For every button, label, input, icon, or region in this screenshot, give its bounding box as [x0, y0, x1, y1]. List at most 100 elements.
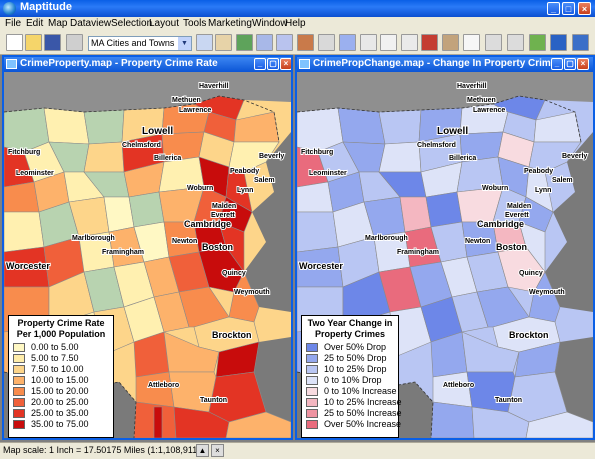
legend-swatch [13, 365, 25, 374]
legend-label: 25 to 50% Increase [324, 408, 402, 418]
change-in-crime-map-window[interactable]: CrimePropChange.map - Change In Property… [295, 55, 595, 440]
table-icon[interactable] [360, 34, 377, 51]
close-icon[interactable]: × [211, 444, 224, 457]
legend-label: 25.00 to 35.00 [31, 408, 89, 418]
close-icon[interactable]: × [578, 2, 591, 15]
layers-icon[interactable] [529, 34, 546, 51]
menu-selection[interactable]: Selection [111, 18, 153, 29]
legend-entry: 20.00 to 25.00 [9, 397, 113, 408]
dataview-icon[interactable] [196, 34, 213, 51]
dot-density-icon[interactable] [256, 34, 273, 51]
city-label-lynn: Lynn [237, 187, 253, 194]
menu-map[interactable]: Map [48, 18, 68, 29]
pin-icon[interactable] [485, 34, 502, 51]
legend-entry: Over 50% Drop [302, 342, 398, 353]
city-label-boston: Boston [202, 242, 233, 252]
city-label-leominster: Leominster [16, 170, 54, 177]
toolbar: MA Cities and Towns ▼ [0, 31, 595, 55]
map-icon [6, 59, 17, 69]
theme-icon[interactable] [236, 34, 253, 51]
city-label-methuen: Methuen [172, 97, 201, 104]
legend-label: 35.00 to 75.00 [31, 419, 89, 429]
legend-entry: 10 to 25% Drop [302, 364, 398, 375]
city-label-malden: Malden [507, 203, 531, 210]
menu-layout[interactable]: Layout [149, 18, 180, 29]
property-crime-map-window[interactable]: CrimeProperty.map - Property Crime Rate … [2, 55, 293, 440]
new-file-icon[interactable] [6, 34, 23, 51]
menu-dataview[interactable]: Dataview [70, 18, 112, 29]
ocean-area [555, 337, 593, 422]
legend-swatch [13, 420, 25, 429]
city-label-cambridge: Cambridge [477, 219, 524, 229]
label-icon[interactable] [463, 34, 480, 51]
scroll-up-icon[interactable]: ▲ [196, 444, 209, 457]
legend-entry: 7.50 to 10.00 [9, 364, 113, 375]
city-label-billerica: Billerica [449, 155, 476, 162]
globe-tool-icon[interactable] [442, 34, 459, 51]
city-label-chelmsford: Chelmsford [417, 142, 456, 149]
menu-file[interactable]: File [5, 18, 22, 29]
legend-label: 5.00 to 7.50 [31, 353, 79, 363]
close-icon[interactable]: × [280, 58, 291, 70]
pie-theme-icon[interactable] [297, 34, 314, 51]
legend-swatch [13, 387, 25, 396]
menu-window[interactable]: Window [252, 18, 288, 29]
layer-dropdown-value: MA Cities and Towns [91, 38, 175, 48]
arrows-icon[interactable] [339, 34, 356, 51]
scatter-icon[interactable] [276, 34, 293, 51]
save-icon[interactable] [44, 34, 61, 51]
city-label-taunton: Taunton [200, 397, 227, 404]
restore-icon[interactable]: ▢ [564, 58, 576, 70]
city-label-everett: Everett [505, 212, 529, 219]
city-label-fitchburg: Fitchburg [301, 149, 333, 156]
out-of-state-area [297, 72, 593, 112]
restore-icon[interactable]: ▢ [267, 58, 279, 70]
menu-marketing[interactable]: Marketing [208, 18, 252, 29]
city-label-framingham: Framingham [102, 249, 144, 256]
legend-swatch [13, 343, 25, 352]
legend-label: 25 to 50% Drop [324, 353, 387, 363]
city-label-cambridge: Cambridge [184, 219, 231, 229]
pushpin-icon[interactable] [507, 34, 524, 51]
legend-entry: 0 to 10% Drop [302, 375, 398, 386]
layer-dropdown[interactable]: MA Cities and Towns ▼ [88, 36, 192, 51]
change-in-crime-map[interactable]: Haverhill Methuen Lawrence Lowell Chelms… [297, 72, 593, 438]
minimize-icon[interactable]: _ [254, 58, 266, 70]
report-icon[interactable] [380, 34, 397, 51]
export-icon[interactable] [401, 34, 418, 51]
city-label-boston: Boston [496, 242, 527, 252]
legend-swatch [306, 387, 318, 396]
legend-label: 0 to 10% Drop [324, 375, 382, 385]
city-label-malden: Malden [212, 203, 236, 210]
close-icon[interactable]: × [577, 58, 589, 70]
print-icon[interactable] [66, 34, 83, 51]
pencil-icon[interactable] [421, 34, 438, 51]
city-label-beverly: Beverly [259, 153, 284, 160]
map-window-title: CrimePropChange.map - Change In Property… [313, 58, 562, 69]
legend-label: 0 to 10% Increase [324, 386, 397, 396]
ocean-area [244, 132, 291, 312]
city-label-attleboro: Attleboro [443, 382, 474, 389]
maximize-icon[interactable]: □ [562, 2, 575, 15]
legend-label: 10 to 25% Increase [324, 397, 402, 407]
chevron-down-icon[interactable]: ▼ [178, 37, 191, 50]
minimize-icon[interactable]: _ [547, 2, 560, 15]
property-crime-map[interactable]: Haverhill Methuen Lawrence Lowell Chelms… [4, 72, 291, 438]
legend-swatch [306, 354, 318, 363]
minimize-icon[interactable]: _ [551, 58, 563, 70]
city-label-everett: Everett [211, 212, 235, 219]
chart-icon[interactable] [215, 34, 232, 51]
menu-help[interactable]: Help [285, 18, 306, 29]
menu-edit[interactable]: Edit [26, 18, 44, 29]
legend-title: Two Year Change in [307, 318, 393, 328]
menu-tools[interactable]: Tools [183, 18, 207, 29]
open-folder-icon[interactable] [25, 34, 42, 51]
workspace: CrimeProperty.map - Property Crime Rate … [0, 55, 595, 442]
city-label-salem: Salem [552, 177, 573, 184]
city-label-peabody: Peabody [524, 168, 553, 175]
territory-icon[interactable] [572, 34, 589, 51]
scissors-icon[interactable] [318, 34, 335, 51]
city-label-worcester: Worcester [299, 261, 343, 271]
city-label-lowell: Lowell [142, 126, 173, 137]
route-icon[interactable] [550, 34, 567, 51]
